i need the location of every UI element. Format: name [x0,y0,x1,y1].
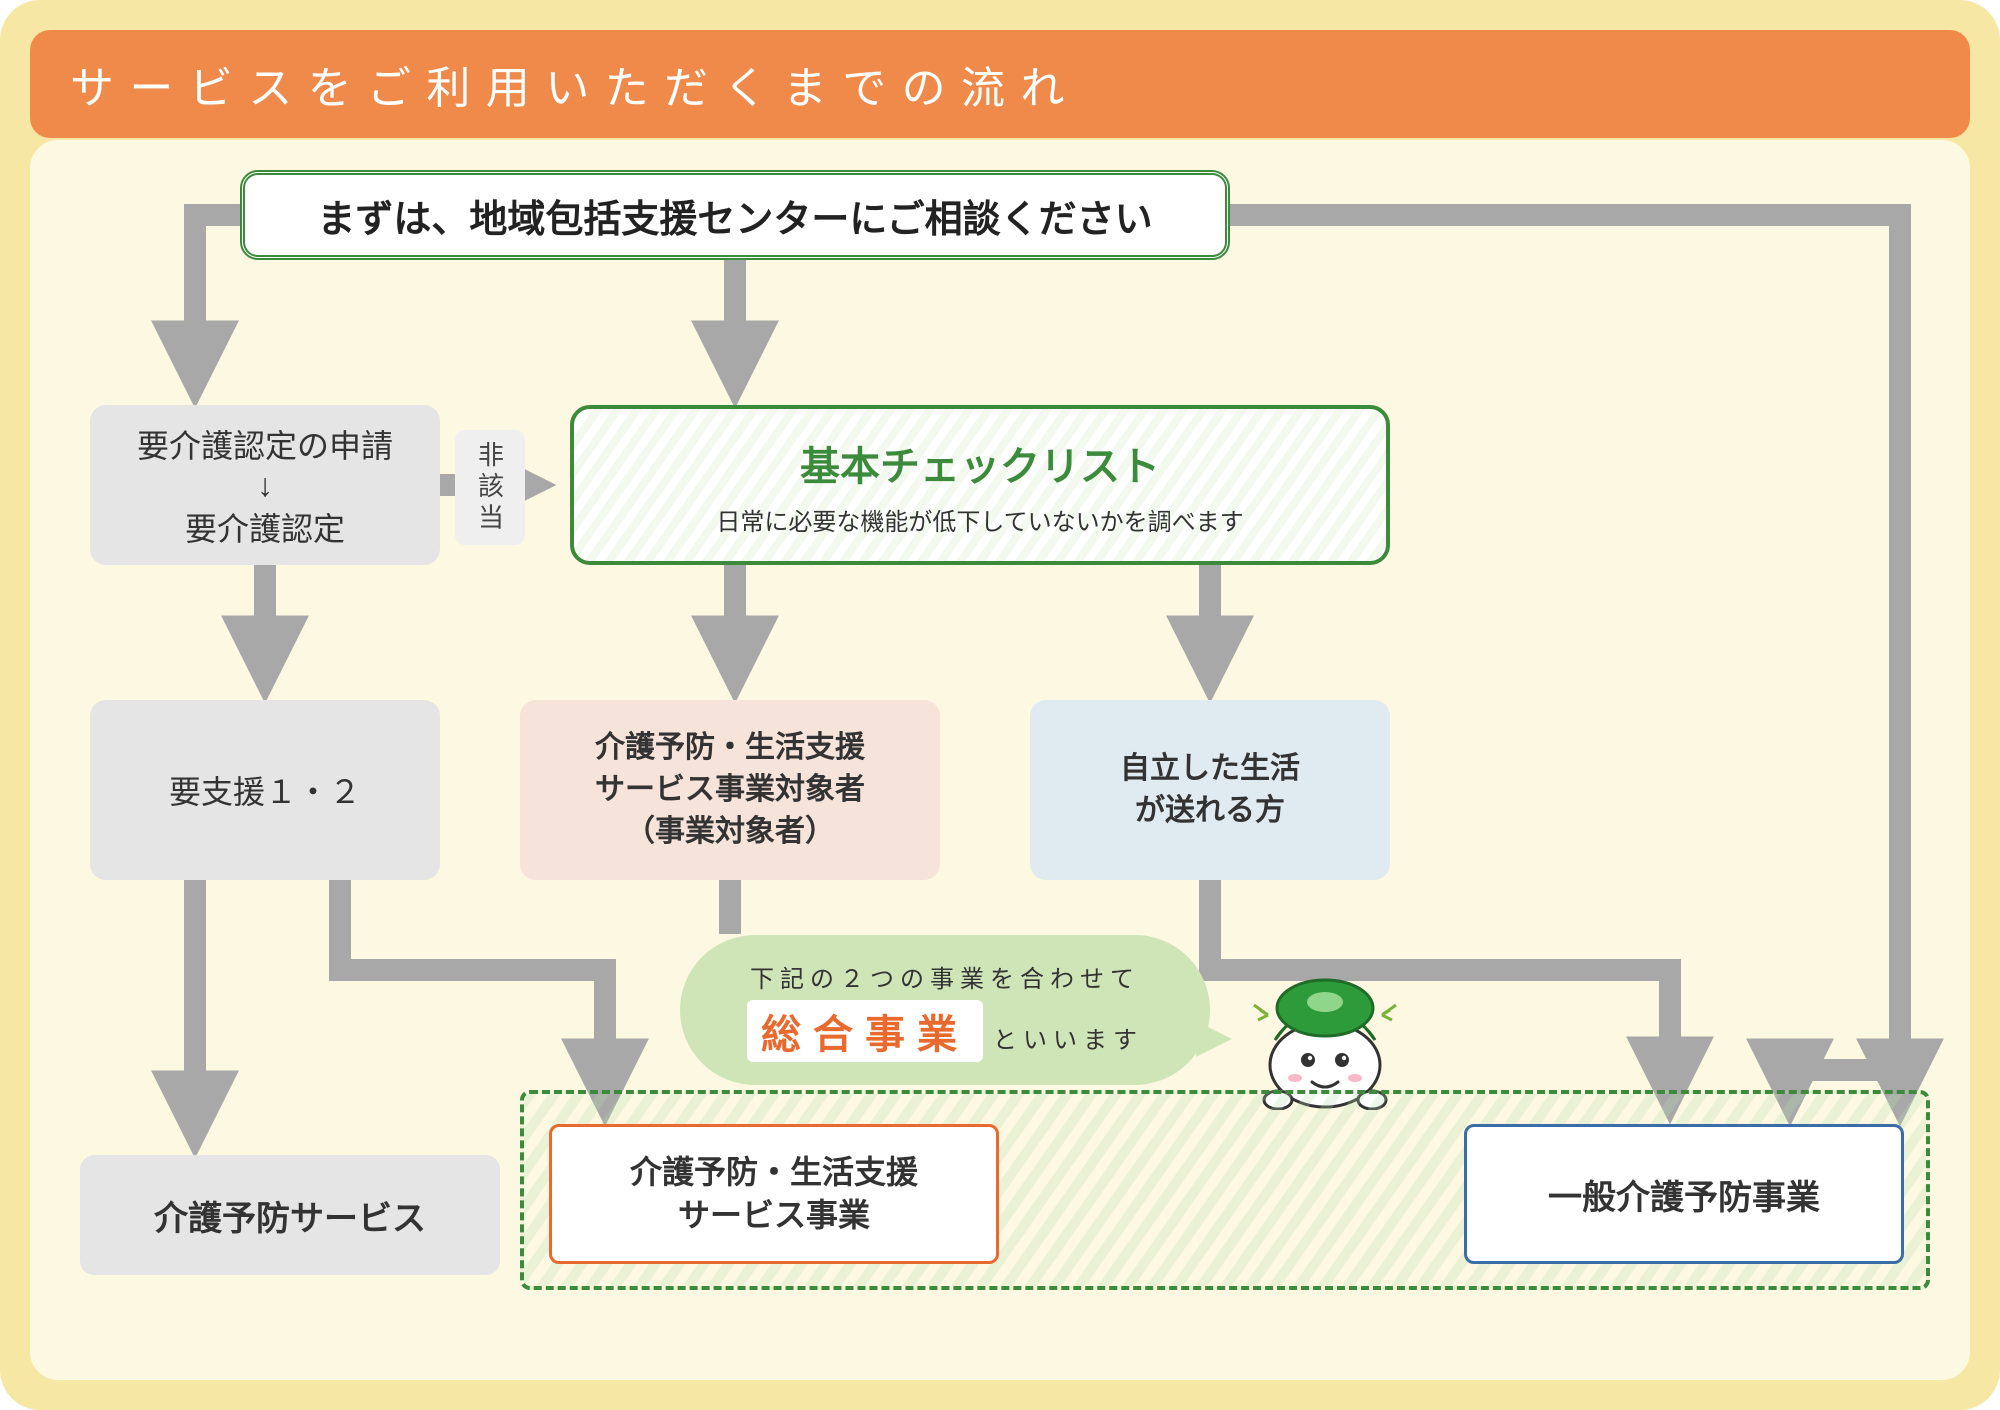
node-prevention-support-biz: 介護予防・生活支援 サービス事業 [549,1124,999,1264]
speech-bubble: 下記の２つの事業を合わせて 総合事業 といいます [680,935,1210,1085]
title-bar: サービスをご利用いただくまでの流れ [30,30,1970,138]
outer-frame: サービスをご利用いただくまでの流れ まずは、地域包括支援センターにご相談ください… [0,0,2000,1410]
node-general-prevention-biz: 一般介護予防事業 [1464,1124,1904,1264]
gray1-arrow: ↓ [257,467,273,504]
mascot-icon [1240,960,1410,1110]
checklist-sub: 日常に必要な機能が低下していないかを調べます [716,502,1243,537]
node-top-text: まずは、地域包括支援センターにご相談ください [317,188,1152,243]
dashed-group-sogo: 介護予防・生活支援 サービス事業 一般介護予防事業 [520,1090,1930,1290]
gray2-text: 要支援１・２ [169,767,361,813]
checklist-title: 基本チェックリスト [800,434,1160,492]
node-service-target: 介護予防・生活支援 サービス事業対象者 （事業対象者） [520,700,940,880]
bottom2-l2: サービス事業 [678,1194,870,1237]
bottom1-text: 介護予防サービス [154,1191,426,1240]
title-text: サービスをご利用いただくまでの流れ [70,64,1080,113]
arrow-gray2-to-bottom2 [340,880,605,1100]
flow-canvas: まずは、地域包括支援センターにご相談ください 要介護認定の申請 ↓ 要介護認定 … [30,140,1970,1380]
node-prevention-service: 介護予防サービス [80,1155,500,1275]
node-not-applicable-tag: 非該当 [455,430,525,545]
bubble-emphasis: 総合事業 [747,1000,983,1062]
gray1-line2: 要介護認定 [185,504,345,550]
bottom3-text: 一般介護予防事業 [1548,1170,1820,1219]
inner-panel: まずは、地域包括支援センターにご相談ください 要介護認定の申請 ↓ 要介護認定 … [30,140,1970,1380]
node-top-consult: まずは、地域包括支援センターにご相談ください [240,170,1230,260]
tag-text: 非該当 [472,441,509,535]
peach-l2: サービス事業対象者 [595,769,865,811]
bubble-rest: といいます [993,1020,1143,1055]
peach-l1: 介護予防・生活支援 [595,727,865,769]
bubble-line1: 下記の２つの事業を合わせて [750,959,1140,994]
gray1-line1: 要介護認定の申請 [137,421,393,467]
node-care-application: 要介護認定の申請 ↓ 要介護認定 [90,405,440,565]
node-basic-checklist: 基本チェックリスト 日常に必要な機能が低下していないかを調べます [570,405,1390,565]
blue-l1: 自立した生活 [1120,748,1300,790]
bottom2-l1: 介護予防・生活支援 [630,1151,918,1194]
peach-l3: （事業対象者） [625,811,835,853]
node-support-1-2: 要支援１・２ [90,700,440,880]
node-independent-living: 自立した生活 が送れる方 [1030,700,1390,880]
blue-l2: が送れる方 [1135,790,1285,832]
